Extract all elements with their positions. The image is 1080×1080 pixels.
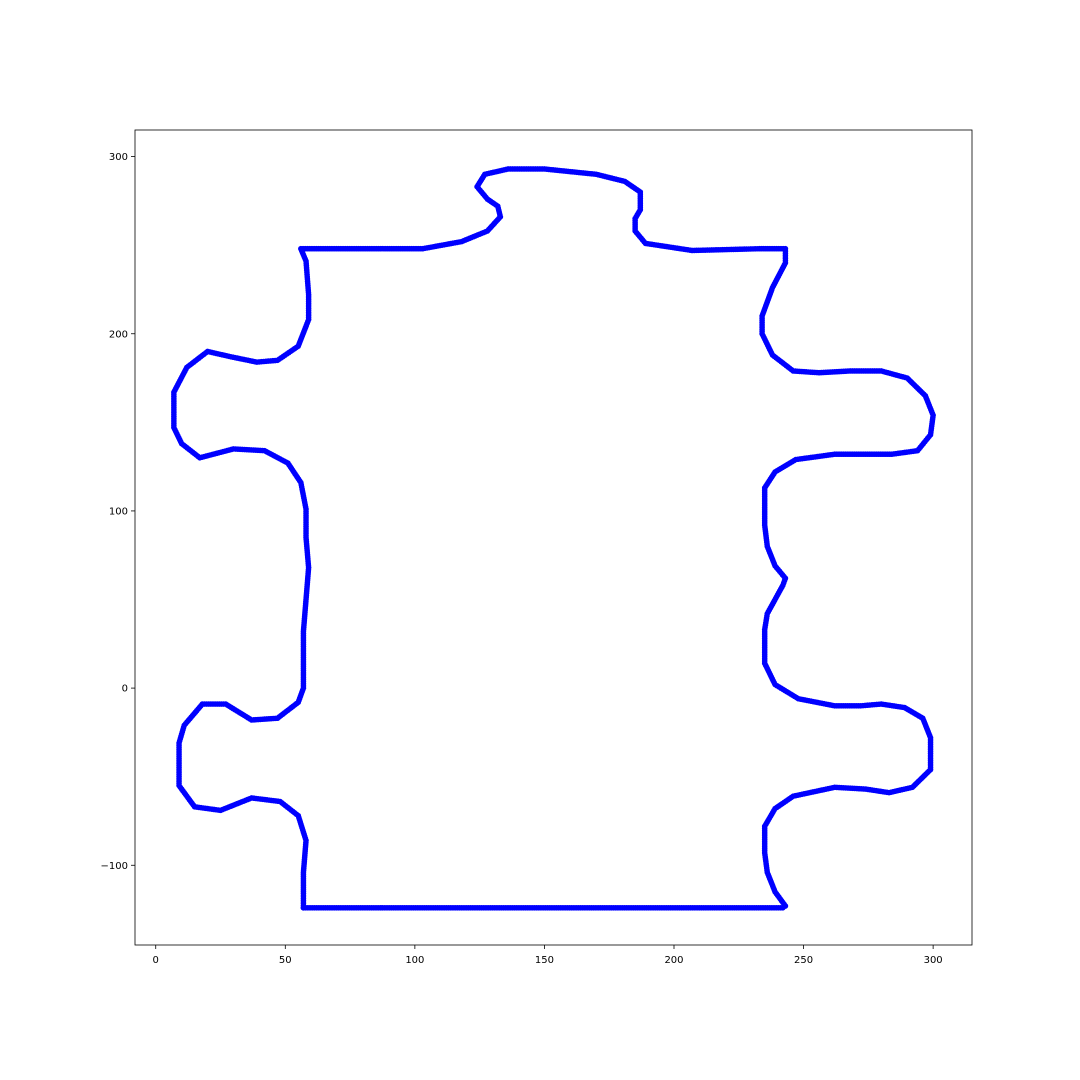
series-markers — [171, 166, 936, 911]
x-tick-label: 100 — [405, 955, 424, 966]
x-tick-label: 0 — [153, 955, 159, 966]
y-axis-ticks: −100 0 100 200 300 — [101, 152, 135, 872]
x-tick-label: 50 — [279, 955, 292, 966]
y-tick-label: 0 — [122, 684, 128, 695]
x-tick-label: 300 — [924, 955, 943, 966]
plot-area-background — [135, 130, 972, 945]
y-tick-label: −100 — [101, 861, 128, 872]
series-layer — [171, 166, 936, 911]
y-tick-label: 200 — [109, 329, 128, 340]
x-tick-label: 200 — [664, 955, 683, 966]
x-axis-ticks: 0 50 100 150 200 250 300 — [153, 945, 943, 966]
x-tick-label: 150 — [535, 955, 554, 966]
y-tick-label: 300 — [109, 152, 128, 163]
y-tick-label: 100 — [109, 506, 128, 517]
data-point — [300, 904, 307, 911]
axes-frame — [134, 129, 973, 946]
x-tick-label: 250 — [794, 955, 813, 966]
